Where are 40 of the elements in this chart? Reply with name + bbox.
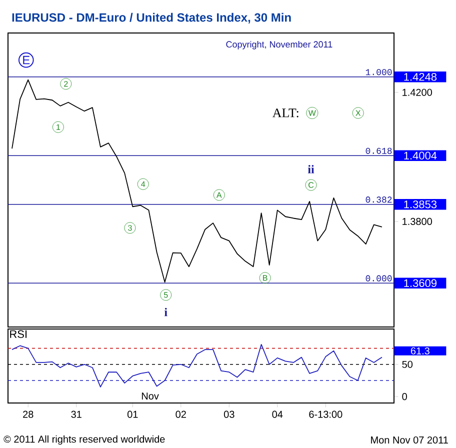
- x-tick-label: 04: [272, 410, 283, 418]
- ref-line-label: 1.4004: [404, 152, 437, 160]
- x-tick-label: 28: [23, 410, 34, 418]
- chart-title: RSI: [10, 330, 27, 338]
- annotation: B: [263, 275, 268, 281]
- annotation: W: [308, 110, 316, 116]
- annotation: E: [23, 56, 30, 64]
- y-tick-label: 0: [402, 393, 407, 400]
- x-tick-label: 03: [224, 410, 234, 418]
- annotation: Nov: [142, 392, 159, 400]
- text: © 2011 All rights reserved worldwide: [4, 435, 165, 445]
- annotation: i: [164, 308, 168, 316]
- annotation: 4: [141, 181, 146, 187]
- x-tick-label: 01: [127, 410, 138, 418]
- annotation: 1.000: [366, 69, 392, 76]
- x-tick-label: 02: [176, 410, 186, 418]
- annotation: C: [308, 182, 314, 188]
- annotation: 2: [64, 81, 68, 87]
- annotation: 0.618: [366, 148, 392, 154]
- text: 61.3: [410, 347, 430, 354]
- annotation: A: [216, 192, 222, 198]
- x-tick-label: 31: [71, 410, 82, 418]
- annotation: ALT:: [272, 108, 298, 118]
- ref-line-label: 1.3609: [404, 279, 436, 288]
- annotation: Copyright, November 2011: [226, 40, 332, 50]
- annotation: ii: [308, 164, 314, 174]
- chart-title: IEURUSD - DM-Euro / United States Index, 30 Min: [12, 12, 291, 24]
- x-tick-label: 6-13:00: [309, 410, 342, 418]
- annotation: 3: [128, 225, 132, 231]
- annotation: 0.000: [366, 275, 392, 282]
- text: Mon Nov 07 2011: [371, 436, 448, 444]
- ref-line-label: 1.3853: [404, 200, 437, 208]
- annotation: 1: [56, 124, 60, 130]
- annotation: 5: [164, 292, 168, 298]
- ref-line-label: 1.4248: [404, 73, 437, 81]
- y-tick-label: 1.3800: [402, 218, 432, 226]
- y-tick-label: 1.4200: [402, 88, 432, 96]
- y-tick-label: 50: [402, 360, 413, 368]
- annotation: 0.382: [366, 196, 392, 203]
- annotation: X: [356, 110, 361, 116]
